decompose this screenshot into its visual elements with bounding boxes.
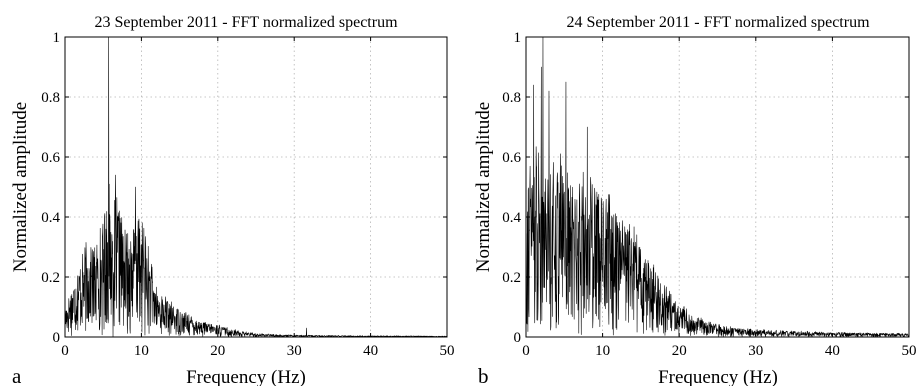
y-tick-label: 0.6 <box>502 150 521 166</box>
panel-a: 23 September 2011 - FFT normalized spect… <box>10 14 455 386</box>
x-tick-label: 50 <box>902 343 917 359</box>
x-tick-label: 40 <box>825 343 840 359</box>
panel-b-ticks: 0 10 20 30 40 50 0 0.2 0.4 0.6 0.8 1 <box>502 30 916 359</box>
y-tick-label: 0.2 <box>41 270 60 286</box>
panel-a-ylabel: Normalized amplitude <box>10 102 31 272</box>
panel-b: 24 September 2011 - FFT normalized spect… <box>473 14 917 386</box>
spectrum-line <box>525 36 910 338</box>
panel-a-title: 23 September 2011 - FFT normalized spect… <box>94 14 398 31</box>
y-tick-label: 0 <box>514 330 522 346</box>
y-tick-label: 0.4 <box>41 210 60 226</box>
panel-b-ylabel: Normalized amplitude <box>473 102 494 272</box>
panel-b-xlabel: Frequency (Hz) <box>658 367 778 386</box>
y-tick-label: 1 <box>53 30 61 46</box>
x-tick-label: 10 <box>595 343 610 359</box>
x-tick-label: 50 <box>440 343 455 359</box>
x-tick-label: 0 <box>61 343 69 359</box>
y-tick-label: 1 <box>514 30 522 46</box>
panel-b-letter: b <box>478 364 489 386</box>
y-tick-label: 0.8 <box>502 90 521 106</box>
panel-b-title: 24 September 2011 - FFT normalized spect… <box>566 14 870 31</box>
x-tick-label: 10 <box>134 343 149 359</box>
panel-a-ticks: 0 10 20 30 40 50 0 0.2 0.4 0.6 0.8 1 <box>41 30 454 359</box>
y-tick-label: 0.4 <box>502 210 521 226</box>
x-tick-label: 30 <box>287 343 302 359</box>
panel-a-grid <box>65 37 447 337</box>
panel-a-trace <box>64 36 448 338</box>
x-tick-label: 20 <box>672 343 687 359</box>
panel-b-trace <box>525 36 910 338</box>
y-tick-label: 0.6 <box>41 150 60 166</box>
x-tick-label: 40 <box>363 343 378 359</box>
y-tick-label: 0.8 <box>41 90 60 106</box>
panel-a-frame <box>64 36 448 338</box>
y-tick-label: 0 <box>53 330 61 346</box>
x-tick-label: 30 <box>748 343 763 359</box>
panel-b-frame <box>525 36 910 338</box>
panel-a-letter: a <box>12 364 22 386</box>
y-tick-label: 0.2 <box>502 270 521 286</box>
x-tick-label: 20 <box>210 343 225 359</box>
panel-a-xlabel: Frequency (Hz) <box>186 367 306 386</box>
spectrum-line <box>64 36 448 338</box>
x-tick-label: 0 <box>522 343 530 359</box>
